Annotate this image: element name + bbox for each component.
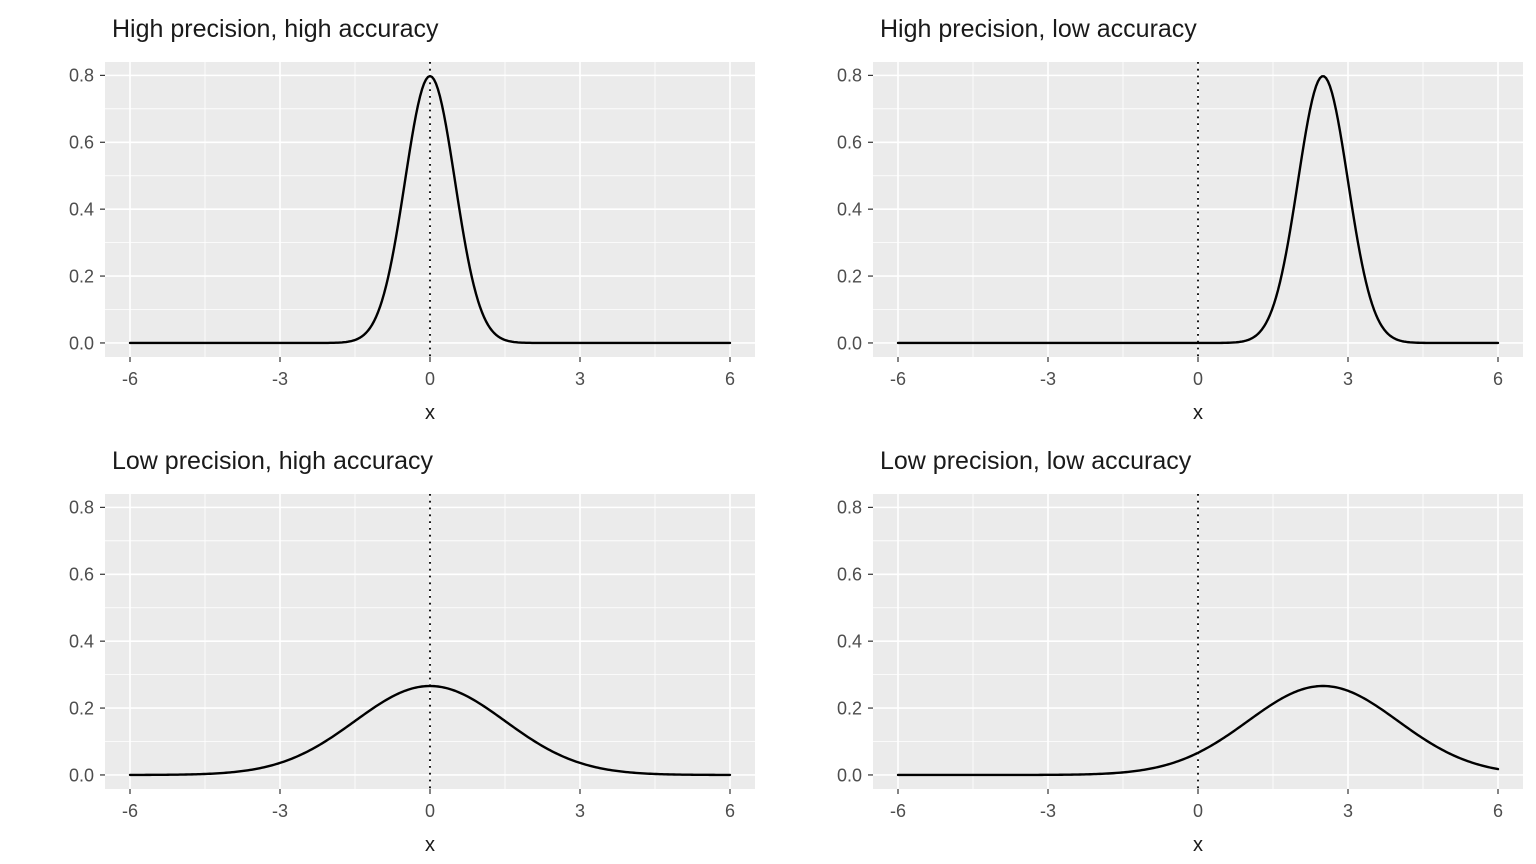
x-tick-label: 3 <box>1343 369 1353 389</box>
x-tick-label: 3 <box>575 801 585 821</box>
density-curve <box>896 75 1500 345</box>
y-tick-label: 0.2 <box>837 698 862 718</box>
y-tick-label: 0.0 <box>837 765 862 785</box>
density-curve <box>896 684 1500 777</box>
panel-title: Low precision, low accuracy <box>880 447 1192 475</box>
x-tick-label: -3 <box>272 801 288 821</box>
x-tick-label: -6 <box>122 801 138 821</box>
x-axis-title: x <box>1193 402 1203 424</box>
y-tick-label: 0.2 <box>837 266 862 286</box>
x-tick-label: 0 <box>425 801 435 821</box>
x-tick-label: 3 <box>1343 801 1353 821</box>
panel-title: High precision, low accuracy <box>880 15 1197 43</box>
y-tick-label: 0.4 <box>837 631 862 651</box>
panel-low-precision-high-accuracy: Low precision, high accuracy -6 -3 0 3 6 0.0 0… <box>0 432 768 864</box>
x-tick-label: 3 <box>575 369 585 389</box>
x-tick-label: 0 <box>425 369 435 389</box>
y-tick-label: 0.8 <box>69 66 94 86</box>
y-tick-label: 0.0 <box>69 333 94 353</box>
x-tick-label: 6 <box>725 369 735 389</box>
panel-title: Low precision, high accuracy <box>112 447 433 475</box>
x-tick-label: -6 <box>890 369 906 389</box>
plot-low-precision-low-accuracy: -6 -3 0 3 6 0.0 0.2 0.4 0.6 0.8 x <box>837 494 1523 856</box>
x-tick-label: -6 <box>890 801 906 821</box>
density-curve <box>128 684 732 777</box>
y-tick-label: 0.8 <box>837 498 862 518</box>
x-tick-label: 6 <box>725 801 735 821</box>
y-tick-label: 0.4 <box>837 199 862 219</box>
x-tick-label: 6 <box>1493 801 1503 821</box>
y-tick-label: 0.0 <box>837 333 862 353</box>
x-tick-label: -6 <box>122 369 138 389</box>
panel-low-precision-low-accuracy: Low precision, low accuracy -6 -3 0 3 6 0.0 0.… <box>768 432 1536 864</box>
y-tick-label: 0.0 <box>69 765 94 785</box>
y-tick-label: 0.6 <box>69 565 94 585</box>
y-tick-label: 0.6 <box>69 133 94 153</box>
y-tick-label: 0.8 <box>837 66 862 86</box>
y-tick-label: 0.6 <box>837 565 862 585</box>
y-tick-label: 0.6 <box>837 133 862 153</box>
plot-high-precision-high-accuracy: -6 -3 0 3 6 0.0 0.2 0.4 0.6 0.8 x <box>69 62 755 424</box>
x-tick-label: 6 <box>1493 369 1503 389</box>
panel-title: High precision, high accuracy <box>112 15 439 43</box>
y-tick-label: 0.8 <box>69 498 94 518</box>
y-tick-label: 0.4 <box>69 199 94 219</box>
y-tick-label: 0.2 <box>69 266 94 286</box>
density-curve <box>128 74 732 345</box>
y-tick-label: 0.4 <box>69 631 94 651</box>
x-tick-label: 0 <box>1193 801 1203 821</box>
x-tick-label: -3 <box>1040 801 1056 821</box>
plot-high-precision-low-accuracy: -6 -3 0 3 6 0.0 0.2 0.4 0.6 0.8 x <box>837 62 1523 424</box>
panel-high-precision-high-accuracy: High precision, high accuracy -6 -3 0 3 6 0.0… <box>0 0 768 432</box>
plot-low-precision-high-accuracy: -6 -3 0 3 6 0.0 0.2 0.4 0.6 0.8 x <box>69 494 755 856</box>
x-axis-title: x <box>425 834 435 856</box>
x-tick-label: -3 <box>272 369 288 389</box>
x-tick-label: 0 <box>1193 369 1203 389</box>
panel-high-precision-low-accuracy: High precision, low accuracy -6 -3 0 3 6 0.0 0… <box>768 0 1536 432</box>
x-axis-title: x <box>1193 834 1203 856</box>
x-tick-label: -3 <box>1040 369 1056 389</box>
x-axis-title: x <box>425 402 435 424</box>
y-tick-label: 0.2 <box>69 698 94 718</box>
